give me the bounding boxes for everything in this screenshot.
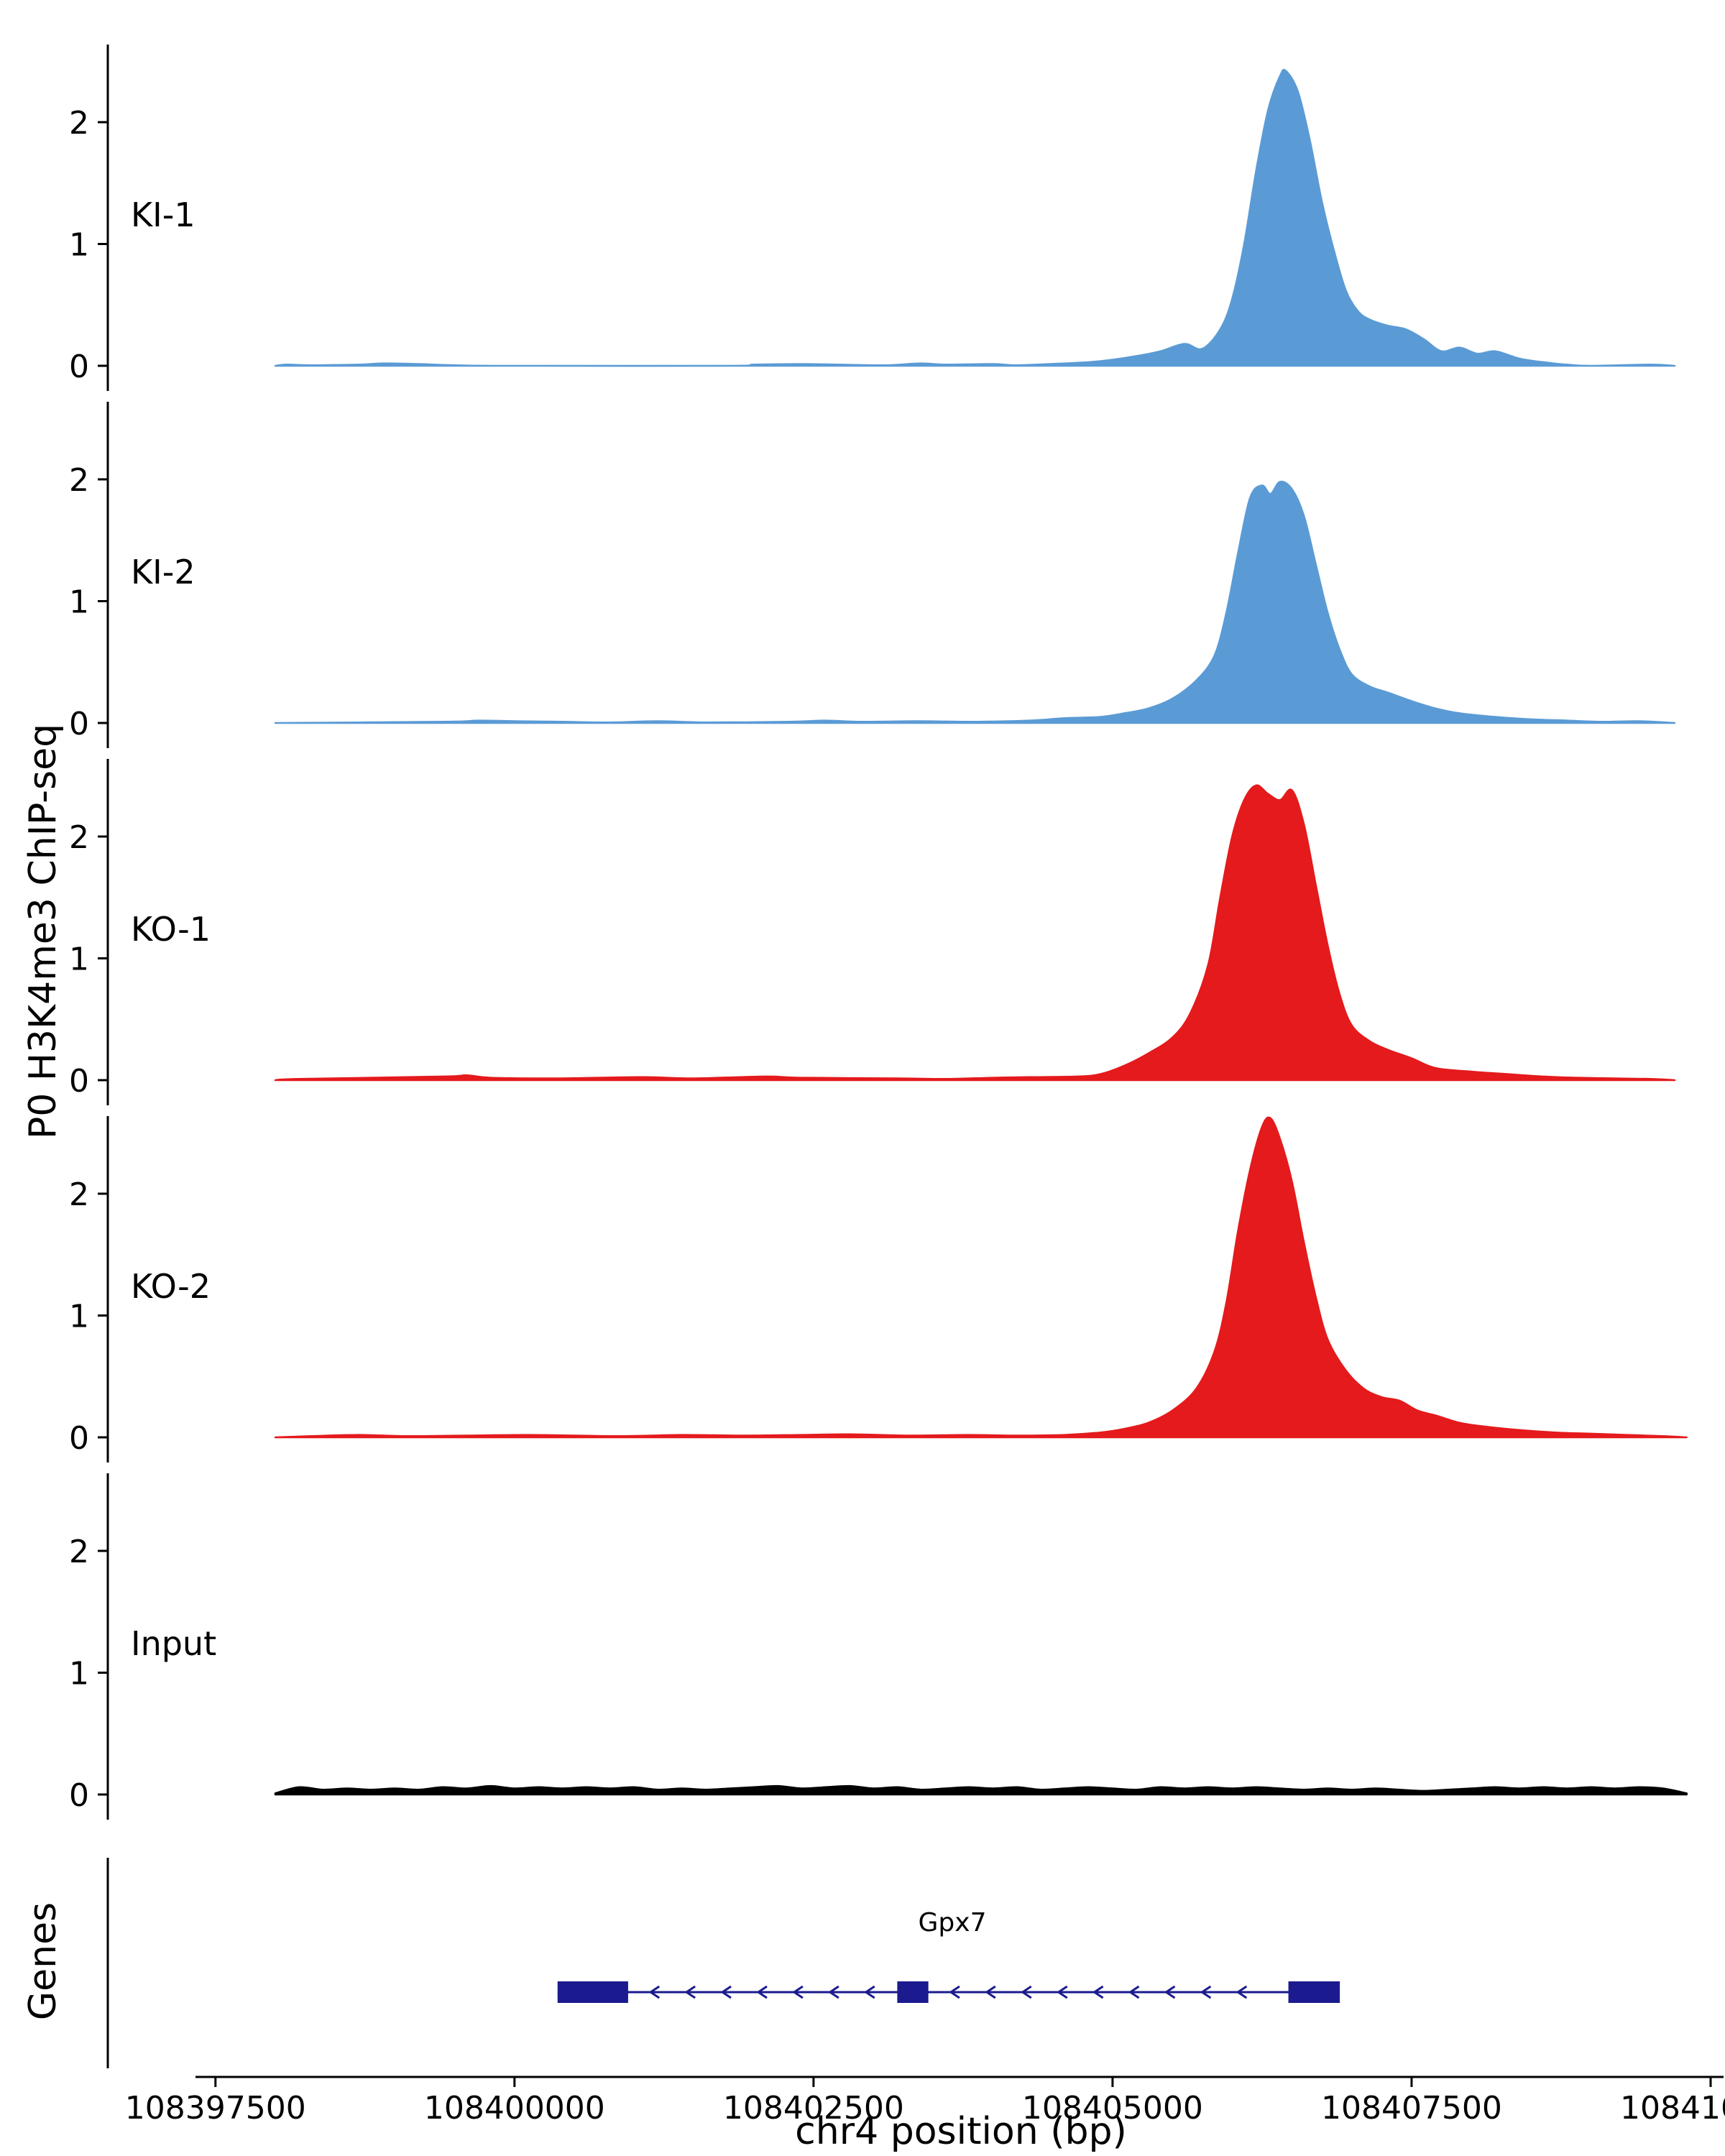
- strand-arrow-icon: [792, 1985, 804, 1999]
- x-tick-label: 108400000: [424, 2090, 605, 2127]
- strand-arrow-icon: [1236, 1985, 1248, 1999]
- strand-arrow-icon: [985, 1985, 996, 1999]
- strand-arrow-icon: [648, 1985, 661, 1999]
- strand-arrow-icon: [756, 1985, 768, 1999]
- y-tick-label: 2: [69, 105, 89, 142]
- strand-arrow-icon: [1128, 1985, 1140, 1999]
- track-panel-ki-2: 0 1 2 KI-2: [0, 396, 1725, 753]
- signal-area: [274, 784, 1676, 1082]
- track-label-ko-2: KO-2: [131, 1267, 211, 1306]
- strand-arrow-icon: [1021, 1985, 1032, 1999]
- track-plot-ko-2: 0 1 2: [69, 1116, 1688, 1462]
- strand-arrow-icon: [864, 1985, 875, 1999]
- x-axis-title: chr4 position (bp): [795, 2110, 1127, 2153]
- track-plot-input: 0 1 2: [69, 1473, 1688, 1820]
- x-axis-panel: 108397500 108400000 108402500 108405000 1084…: [0, 2063, 1725, 2156]
- track-plot-ki-2: 0 1 2: [69, 402, 1676, 748]
- y-tick-label: 0: [69, 349, 89, 385]
- y-tick-label: 2: [69, 1176, 89, 1213]
- y-tick-label: 0: [69, 1420, 89, 1457]
- signal-area: [274, 68, 1676, 367]
- strand-arrow-icon: [720, 1985, 732, 1999]
- x-tick-label: 108405000: [1022, 2090, 1203, 2127]
- strand-arrow-icon: [1092, 1985, 1104, 1999]
- track-panel-ko-1: 0 1 2 KO-1: [0, 753, 1725, 1110]
- track-label-ki-1: KI-1: [131, 195, 196, 234]
- y-tick-label: 1: [69, 1656, 89, 1692]
- gene-name-label: Gpx7: [918, 1908, 987, 1938]
- y-tick-label: 1: [69, 941, 89, 978]
- signal-area: [274, 1116, 1688, 1439]
- track-label-input: Input: [131, 1624, 217, 1663]
- x-axis: 108397500 108400000 108402500 108405000 1084…: [125, 2076, 1725, 2127]
- y-tick-label: 1: [69, 584, 89, 621]
- y-tick-label: 1: [69, 1299, 89, 1335]
- strand-arrow-icon: [828, 1985, 840, 1999]
- y-tick-label: 0: [69, 706, 89, 742]
- genes-panel: Gpx7: [0, 1851, 1725, 2072]
- genes-plot: [106, 1858, 1340, 2068]
- y-tick-label: 0: [69, 1063, 89, 1100]
- strand-arrow-icon: [949, 1985, 960, 1999]
- strand-arrow-icon: [1164, 1985, 1176, 1999]
- y-tick-label: 1: [69, 227, 89, 264]
- track-label-ki-2: KI-2: [131, 553, 196, 591]
- track-panel-ko-2: 0 1 2 KO-2: [0, 1110, 1725, 1468]
- track-panel-input: 0 1 2 Input: [0, 1468, 1725, 1825]
- y-tick-label: 2: [69, 819, 89, 856]
- y-tick-label: 2: [69, 462, 89, 499]
- x-tick-label: 108407500: [1321, 2090, 1502, 2127]
- exon-rect: [557, 1981, 628, 2003]
- y-tick-label: 0: [69, 1777, 89, 1814]
- track-panel-ki-1: 0 1 2 KI-1: [0, 39, 1725, 396]
- exon-rect: [897, 1981, 929, 2003]
- x-tick-label: 108402500: [723, 2090, 904, 2127]
- track-plot-ki-1: 0 1 2: [69, 45, 1676, 391]
- strand-arrow-icon: [1200, 1985, 1212, 1999]
- track-label-ko-1: KO-1: [131, 910, 211, 949]
- track-plot-ko-1: 0 1 2: [69, 759, 1676, 1105]
- strand-arrow-icon: [1056, 1985, 1068, 1999]
- x-tick-label: 108410000: [1620, 2090, 1725, 2127]
- x-tick-label: 108397500: [125, 2090, 306, 2127]
- signal-area: [274, 480, 1676, 724]
- signal-area: [274, 1784, 1688, 1796]
- exon-rect: [1288, 1981, 1340, 2003]
- strand-arrow-icon: [684, 1985, 696, 1999]
- y-tick-label: 2: [69, 1534, 89, 1570]
